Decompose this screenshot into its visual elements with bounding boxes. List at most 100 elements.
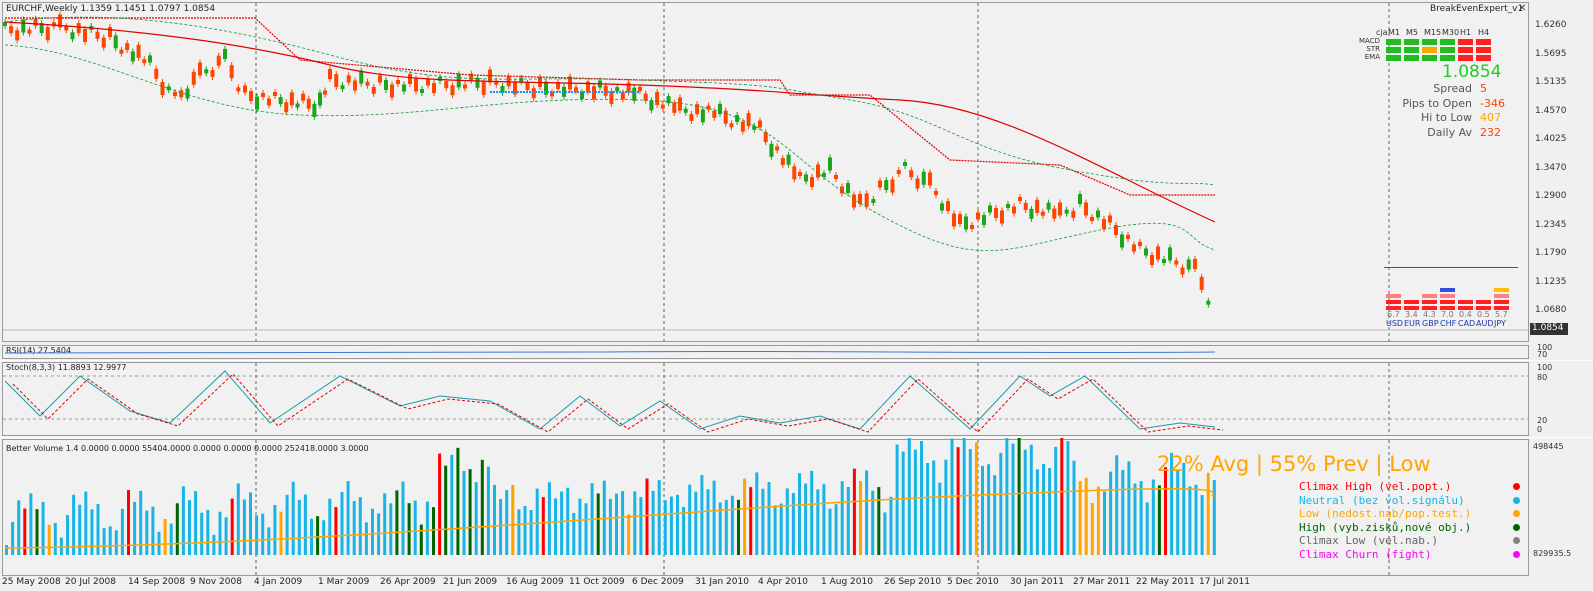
volume-bar: [859, 481, 862, 555]
strength-bar: [1440, 288, 1455, 292]
volume-bar: [572, 512, 576, 555]
volume-bar: [932, 460, 936, 555]
stoch-axis-0: 0: [1537, 425, 1543, 434]
signal-cell: [1404, 55, 1419, 61]
volume-bar: [59, 537, 63, 555]
date-label: 27 Mar 2011: [1073, 577, 1131, 587]
currency-label: AUD: [1476, 319, 1494, 328]
price-tick-label: 1.5135: [1535, 77, 1567, 87]
volume-bar: [639, 497, 643, 555]
volume-bar: [255, 515, 259, 555]
signal-cell: [1404, 39, 1419, 45]
volume-bar: [346, 481, 350, 555]
volume-legend-label: Low (nedost.nab/pop.test.): [1299, 507, 1472, 520]
date-label: 26 Apr 2009: [380, 577, 436, 587]
currency-label: EUR: [1404, 319, 1421, 328]
volume-bar: [1188, 486, 1192, 555]
strength-bar: [1422, 300, 1437, 304]
legend-dot: [1513, 496, 1520, 504]
volume-legend-label: High (vyb.zisků,nové obj.): [1299, 520, 1472, 534]
volume-bar: [633, 491, 637, 555]
volume-bar: [541, 497, 545, 555]
volume-bar: [1127, 461, 1131, 555]
volume-bar: [1133, 483, 1137, 555]
currency-label: GBP: [1422, 319, 1439, 328]
strength-bar: [1386, 294, 1401, 298]
volume-bar: [401, 481, 405, 555]
volume-bars: [4, 438, 1390, 575]
volume-bar: [1164, 467, 1167, 555]
volume-bar: [139, 490, 143, 555]
volume-bar: [5, 545, 8, 555]
volume-bar: [883, 512, 887, 555]
volume-bar: [730, 495, 734, 555]
strength-bar: [1422, 306, 1437, 310]
volume-bar: [114, 530, 118, 555]
volume-bar: [755, 472, 759, 555]
volume-title: Better Volume 1.4 0.0000 0.0000 55404.00…: [6, 444, 369, 453]
strength-value: 0.5: [1477, 310, 1490, 319]
volume-bar: [761, 488, 765, 555]
volume-bar: [188, 500, 191, 555]
price-tick-label: 1.3470: [1535, 162, 1567, 173]
volume-bar: [871, 490, 875, 555]
volume-headline: 22% Avg | 55% Prev | Low: [1157, 452, 1431, 476]
volume-bar: [688, 484, 692, 555]
date-label: 31 Jan 2010: [695, 577, 749, 587]
volume-bar: [1109, 471, 1113, 555]
volume-bar: [907, 438, 911, 555]
volume-bar: [584, 503, 588, 555]
signal-cell: [1458, 47, 1473, 53]
date-label: 25 May 2008: [2, 577, 61, 587]
rsi-title: RSI(14) 27.5404: [6, 346, 72, 355]
volume-axis-bottom: 829935.5: [1533, 549, 1572, 558]
signal-cell: [1422, 47, 1437, 53]
strength-bar: [1404, 300, 1419, 304]
currency-label: CAD: [1458, 319, 1476, 328]
strength-bar: [1476, 300, 1491, 304]
volume-bar: [249, 492, 252, 555]
legend-dot: [1513, 483, 1520, 490]
close-icon[interactable]: ✕: [1518, 3, 1527, 14]
price-tick-label: 1.4570: [1535, 105, 1567, 116]
volume-bar: [66, 515, 69, 555]
volume-bar: [236, 483, 240, 555]
volume-bar: [1194, 484, 1198, 555]
signal-cell: [1422, 55, 1437, 61]
volume-bar: [791, 493, 795, 555]
signal-cell: [1386, 47, 1401, 53]
expert-name: BreakEvenExpert_v1: [1430, 4, 1524, 14]
dashboard-price: 1.0854: [1442, 62, 1502, 82]
volume-bar: [785, 488, 789, 555]
date-label: 4 Jan 2009: [254, 577, 303, 587]
timeframe-label: M1: [1388, 28, 1400, 37]
volume-bar: [1170, 452, 1174, 555]
volume-bar: [993, 475, 997, 555]
strength-value: 6.7: [1387, 310, 1400, 319]
volume-bar: [230, 498, 234, 555]
volume-bar: [834, 504, 838, 555]
volume-bar: [358, 497, 362, 555]
chart-title: EURCHF,Weekly 1.1359 1.1451 1.0797 1.085…: [6, 4, 216, 14]
volume-bar: [865, 470, 869, 555]
volume-bar: [700, 475, 704, 555]
volume-bar: [127, 490, 130, 555]
price-tick-label: 1.2345: [1535, 219, 1567, 230]
currency-strength-meter: [1386, 288, 1509, 310]
volume-bar: [438, 453, 442, 555]
stat-label: Daily Av: [1427, 125, 1472, 139]
volume-bar: [877, 487, 881, 555]
stoch-panel: Stoch(8,3,3) 11.8893 12.9977 100 80 20 0: [0, 361, 1593, 437]
volume-bar: [560, 491, 564, 555]
volume-bar: [267, 527, 271, 555]
strength-bar: [1476, 306, 1491, 310]
stat-label: Pips to Open: [1402, 96, 1472, 110]
date-label: 22 May 2011: [1136, 577, 1195, 587]
strength-bar: [1458, 306, 1473, 310]
volume-bar: [456, 447, 460, 555]
volume-bar: [163, 518, 167, 555]
strength-panel: [1384, 267, 1518, 268]
volume-bar: [1017, 438, 1021, 555]
volume-bar: [743, 478, 747, 555]
signal-cell: [1440, 39, 1455, 45]
